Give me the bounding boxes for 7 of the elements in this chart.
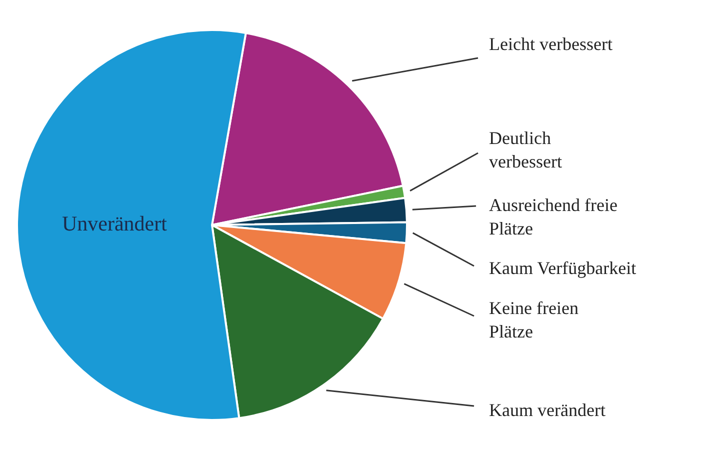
slice-label: Ausreichend freie Plätze (489, 195, 618, 238)
slice-label: Unverändert (62, 211, 168, 236)
slice-label: Leicht verbessert (489, 34, 612, 54)
slice-label: Deutlich verbessert (489, 128, 562, 172)
slice-label: Keine freien Plätze (489, 298, 578, 342)
slice-label: Kaum verändert (489, 400, 606, 420)
slice-label: Kaum Verfügbarkeit (489, 258, 636, 278)
